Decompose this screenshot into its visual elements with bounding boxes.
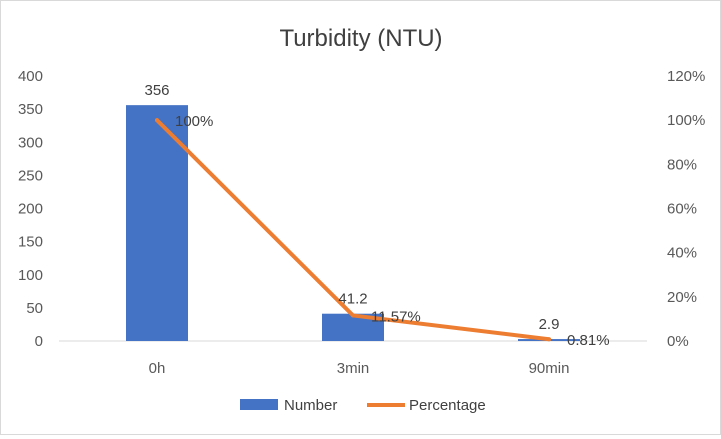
legend-percentage-label: Percentage [409, 397, 486, 414]
right-tick-label: 100% [667, 112, 705, 129]
right-tick-label: 80% [667, 156, 697, 173]
category-label: 3min [337, 360, 370, 377]
left-tick-label: 350 [18, 101, 43, 118]
left-tick-label: 200 [18, 201, 43, 218]
left-tick-label: 100 [18, 267, 43, 284]
right-tick-label: 0% [667, 333, 689, 350]
left-tick-label: 300 [18, 134, 43, 151]
left-tick-label: 50 [26, 300, 43, 317]
line-data-label: 0.81% [567, 332, 610, 349]
category-label: 0h [149, 360, 166, 377]
left-tick-label: 250 [18, 167, 43, 184]
bar-data-label: 2.9 [539, 316, 560, 333]
bar-data-label: 41.2 [338, 291, 367, 308]
left-axis-ticks: 0 50 100 150 200 250 300 350 400 [18, 68, 43, 350]
left-tick-label: 0 [35, 333, 43, 350]
right-tick-label: 60% [667, 201, 697, 218]
line-data-labels: 100% 11.57% 0.81% [175, 113, 610, 349]
right-tick-label: 40% [667, 245, 697, 262]
category-labels: 0h 3min 90min [149, 360, 570, 377]
right-tick-label: 120% [667, 68, 705, 85]
bar-series [126, 105, 580, 342]
legend-number-swatch [240, 399, 278, 410]
bar [126, 105, 188, 342]
percentage-point [351, 313, 355, 318]
bar-data-labels: 356 41.2 2.9 [144, 82, 559, 333]
line-data-label: 11.57% [371, 308, 421, 325]
chart-title: Turbidity (NTU) [279, 25, 442, 52]
bar-data-label: 356 [144, 82, 169, 99]
left-tick-label: 400 [18, 68, 43, 85]
category-label: 90min [529, 360, 570, 377]
percentage-point [547, 337, 551, 342]
left-tick-label: 150 [18, 234, 43, 251]
legend-number-label: Number [284, 397, 337, 414]
right-tick-label: 20% [667, 289, 697, 306]
line-data-label: 100% [175, 113, 213, 130]
percentage-point [155, 118, 159, 123]
legend: Number Percentage [240, 397, 486, 414]
right-axis-ticks: 0% 20% 40% 60% 80% 100% 120% [667, 68, 705, 350]
line-series [155, 118, 551, 342]
